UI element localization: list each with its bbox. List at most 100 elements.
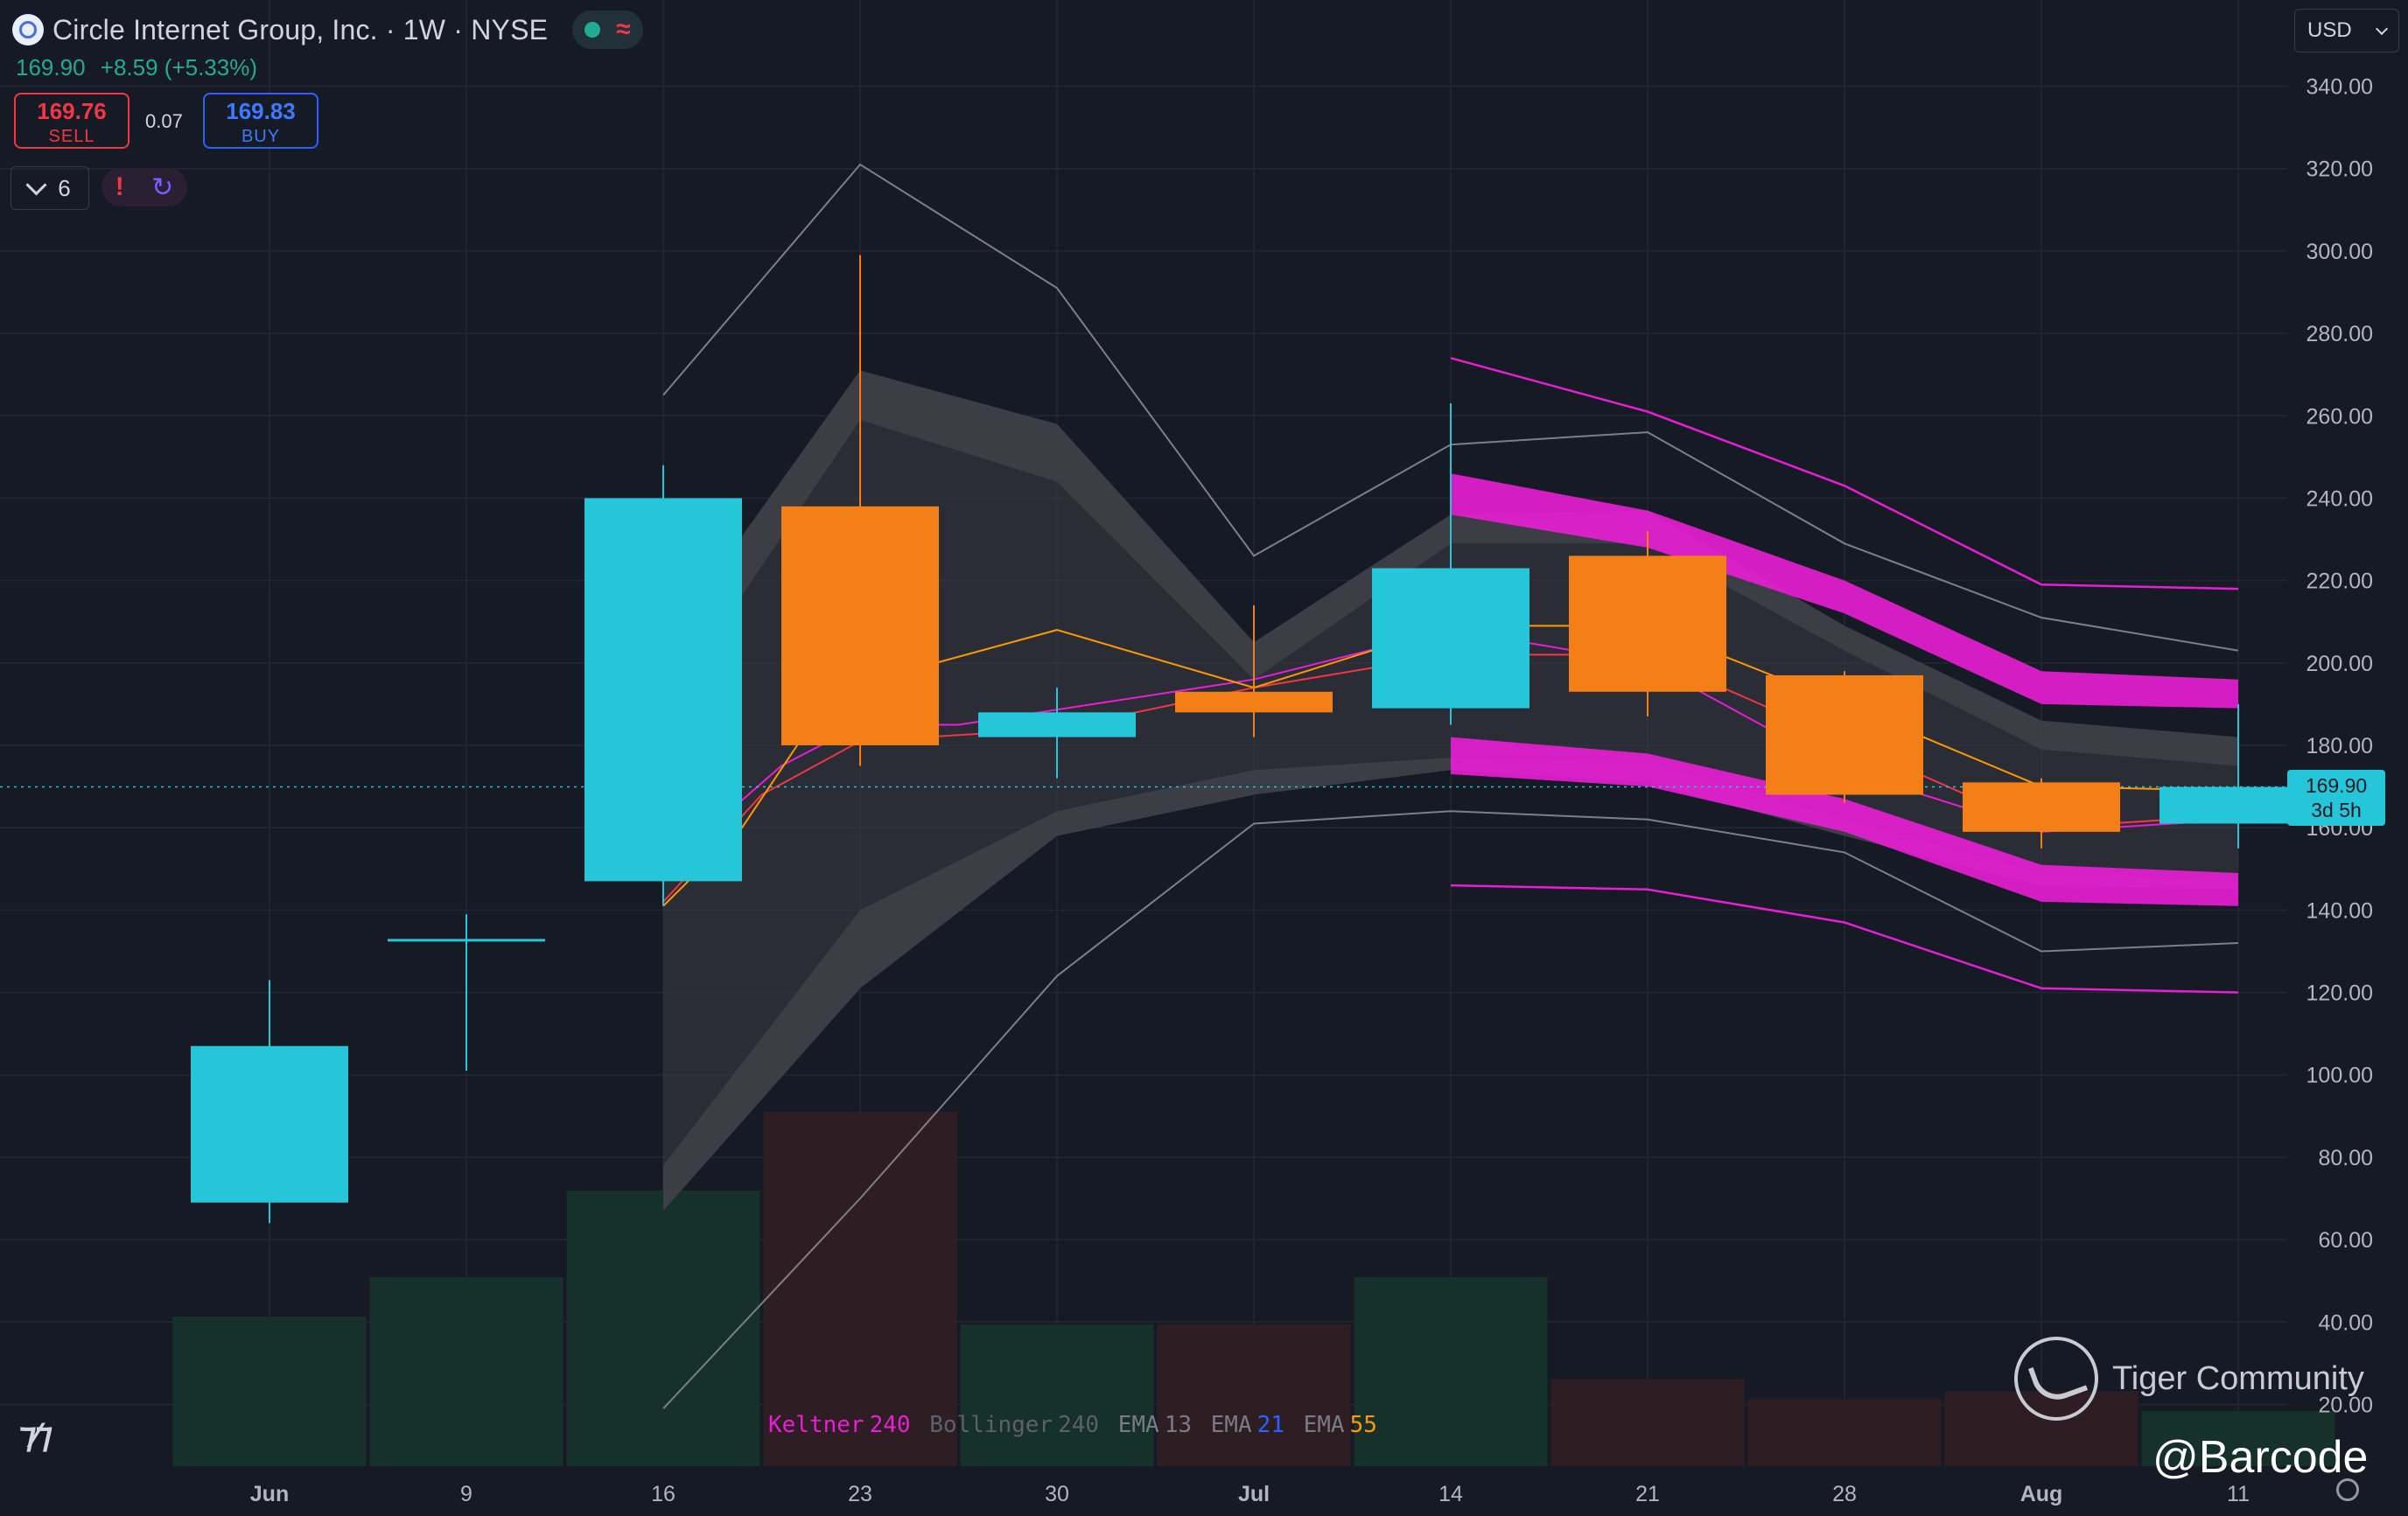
warning-icon[interactable]: ! bbox=[115, 172, 124, 201]
price-change: +8.59 (+5.33%) bbox=[100, 54, 257, 80]
price-tick-label: 280.00 bbox=[2306, 322, 2373, 346]
time-tick-label: 23 bbox=[848, 1482, 872, 1506]
price-tick-label: 20.00 bbox=[2318, 1393, 2373, 1417]
price-tick-label: 100.00 bbox=[2306, 1064, 2373, 1088]
indicators-toggle[interactable]: 6 bbox=[10, 166, 89, 210]
time-tick-label: 28 bbox=[1832, 1482, 1857, 1506]
volume-bar bbox=[960, 1324, 1154, 1466]
buy-label: BUY bbox=[241, 127, 281, 146]
market-open-dot-icon bbox=[584, 22, 601, 38]
market-status-pill[interactable]: ≈ bbox=[572, 10, 643, 49]
candles bbox=[191, 255, 2317, 1224]
ema-21-line bbox=[662, 653, 2239, 903]
candle-body bbox=[388, 939, 545, 942]
chevron-down-icon bbox=[2375, 22, 2389, 36]
candle-body bbox=[1569, 555, 1726, 692]
legend-bollinger-name[interactable]: Bollinger bbox=[929, 1412, 1054, 1438]
candle-body bbox=[1766, 674, 1923, 795]
sync-icon[interactable]: ↻ bbox=[151, 172, 174, 202]
candle-body bbox=[781, 506, 939, 745]
last-price: 169.90 bbox=[16, 54, 86, 80]
volume-bar bbox=[1354, 1277, 1548, 1466]
time-tick-label: 16 bbox=[651, 1482, 676, 1506]
price-tick-label: 80.00 bbox=[2318, 1146, 2373, 1170]
price-tick-label: 320.00 bbox=[2306, 157, 2373, 182]
keltner-lower-band bbox=[1451, 737, 2238, 906]
legend-bollinger-value: 240 bbox=[1058, 1412, 1100, 1438]
price-tag-countdown: 3d 5h bbox=[2311, 799, 2362, 821]
currency-select[interactable]: USD bbox=[2294, 9, 2399, 52]
candle-body bbox=[1175, 691, 1333, 713]
legend-ema13-value: 13 bbox=[1164, 1412, 1192, 1438]
legend-keltner-name[interactable]: Keltner bbox=[768, 1412, 864, 1438]
price-tag-value: 169.90 bbox=[2305, 774, 2368, 797]
price-tick-label: 200.00 bbox=[2306, 652, 2373, 676]
sell-price: 169.76 bbox=[37, 98, 107, 124]
circle-logo-icon bbox=[12, 14, 44, 45]
bollinger-fill bbox=[663, 370, 2238, 1212]
indicator-legend: Keltner 240 Bollinger 240 EMA 13 EMA 21 EMA 5… bbox=[768, 1412, 1382, 1438]
legend-ema55-name[interactable]: EMA bbox=[1303, 1412, 1345, 1438]
time-tick-label: Jul bbox=[1238, 1482, 1270, 1506]
watermark-brand: Tiger Community bbox=[2112, 1359, 2364, 1397]
price-tick-label: 300.00 bbox=[2306, 240, 2373, 264]
volume-bar bbox=[566, 1191, 760, 1466]
keltner-upper-line bbox=[1450, 357, 2239, 590]
time-tick-label: 21 bbox=[1635, 1482, 1660, 1506]
sell-label: SELL bbox=[48, 127, 95, 146]
legend-ema21-name[interactable]: EMA bbox=[1210, 1412, 1252, 1438]
tiger-community-watermark: Tiger Community bbox=[2014, 1337, 2364, 1421]
legend-ema21-value: 21 bbox=[1256, 1412, 1284, 1438]
volume-bar bbox=[1550, 1380, 1745, 1466]
volume-bars bbox=[172, 1112, 2335, 1466]
price-tick-label: 140.00 bbox=[2306, 898, 2373, 923]
price-summary: 169.90 +8.59 (+5.33%) bbox=[16, 54, 257, 81]
buy-price: 169.83 bbox=[226, 98, 296, 124]
price-tick-label: 60.00 bbox=[2318, 1228, 2373, 1253]
candle-body bbox=[1963, 782, 2120, 832]
price-tick-label: 120.00 bbox=[2306, 982, 2373, 1006]
data-delay-icon: ≈ bbox=[616, 15, 631, 44]
buy-button[interactable]: 169.83 BUY bbox=[203, 93, 318, 149]
candle-body bbox=[978, 712, 1136, 737]
candle-body bbox=[191, 1045, 348, 1203]
time-tick-label: 11 bbox=[2227, 1482, 2250, 1506]
volume-bar bbox=[1747, 1399, 1942, 1466]
time-tick-label: Jun bbox=[250, 1482, 289, 1506]
spread-value: 0.07 bbox=[145, 110, 183, 132]
candle-body bbox=[1372, 568, 1530, 709]
settings-icon[interactable] bbox=[2336, 1478, 2359, 1501]
volume-bar bbox=[2141, 1411, 2335, 1466]
price-axis[interactable]: 20.00 40.00 60.00 80.00 100.00 120.00 140.00 16… bbox=[2306, 75, 2373, 1418]
volume-bar bbox=[763, 1112, 957, 1466]
price-tick-label: 260.00 bbox=[2306, 404, 2373, 429]
price-tick-label: 240.00 bbox=[2306, 486, 2373, 511]
symbol-header: Circle Internet Group, Inc. · 1W · NYSE … bbox=[12, 10, 643, 49]
candle-body bbox=[584, 498, 742, 882]
legend-ema13-name[interactable]: EMA bbox=[1117, 1412, 1159, 1438]
price-tick-label: 340.00 bbox=[2306, 75, 2373, 100]
sell-button[interactable]: 169.76 SELL bbox=[14, 93, 130, 149]
alerts-group[interactable]: ! ↻ bbox=[102, 168, 187, 206]
currency-value: USD bbox=[2307, 18, 2352, 42]
volume-bar bbox=[369, 1277, 564, 1466]
volume-bar bbox=[1157, 1324, 1351, 1466]
time-axis[interactable]: Jun 9 16 23 30 Jul 14 21 28 Aug 11 bbox=[250, 1482, 2250, 1506]
watermark-handle: @Barcode bbox=[2152, 1432, 2369, 1483]
volume-bar bbox=[172, 1317, 367, 1466]
indicator-lines bbox=[0, 163, 2287, 1409]
tradingview-logo-icon[interactable]: ⁊⁄⁊ bbox=[19, 1416, 53, 1455]
legend-keltner-value: 240 bbox=[869, 1412, 911, 1438]
time-tick-label: Aug bbox=[2020, 1482, 2063, 1506]
chevron-down-icon bbox=[25, 173, 47, 196]
tiger-logo-icon bbox=[2014, 1337, 2098, 1421]
time-tick-label: 9 bbox=[460, 1482, 472, 1506]
symbol-title[interactable]: Circle Internet Group, Inc. · 1W · NYSE bbox=[52, 13, 549, 45]
price-tick-label: 180.00 bbox=[2306, 734, 2373, 758]
time-tick-label: 30 bbox=[1045, 1482, 1069, 1506]
price-tick-label: 220.00 bbox=[2306, 569, 2373, 594]
indicator-count: 6 bbox=[58, 174, 71, 201]
legend-ema55-value: 55 bbox=[1349, 1412, 1377, 1438]
keltner-lower-line bbox=[1450, 884, 2239, 994]
